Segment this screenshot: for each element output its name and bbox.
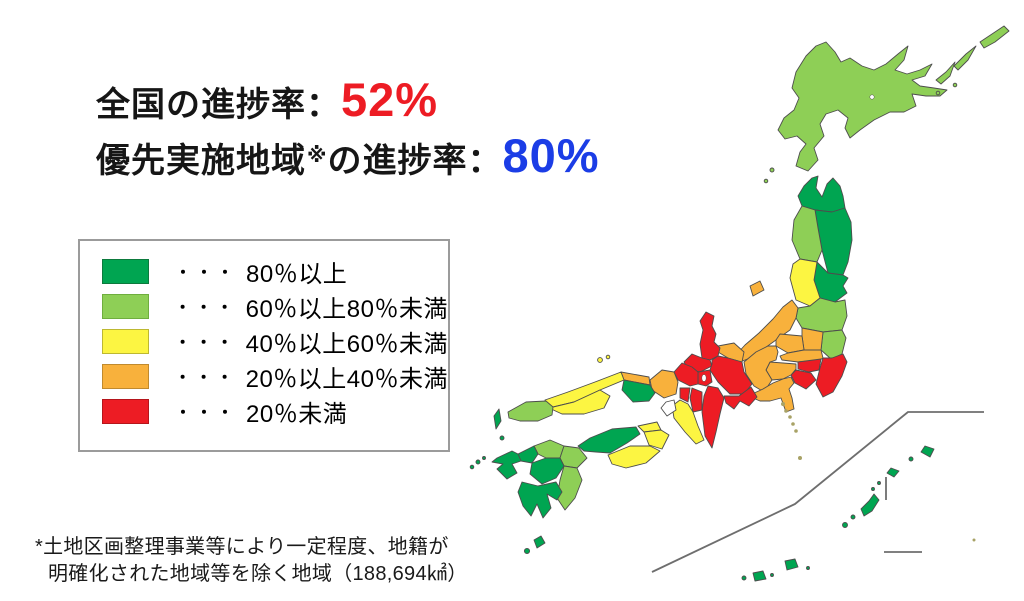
prefecture-kyoto <box>673 362 699 387</box>
priority-progress-line: 優先実施地域 ※ の進捗率： 80% <box>96 132 600 182</box>
izu-islands <box>781 402 976 542</box>
prefecture-gifu <box>709 355 753 395</box>
footnote-line2: 明確化された地域等を除く地域（188,694㎢） <box>48 563 468 585</box>
prefecture-fukuoka <box>533 439 565 459</box>
footnote-line1: *土地区画整理事業等により一定程度、地籍が <box>35 536 449 558</box>
national-progress-line: 全国の進捗率： 52% <box>96 76 600 126</box>
legend-swatch <box>102 398 149 424</box>
lake-biwa <box>701 374 707 382</box>
prefecture-nagasaki <box>469 450 522 480</box>
island-sado <box>749 280 765 297</box>
lake-hokkaido <box>869 94 875 100</box>
national-progress-value: 52% <box>341 73 439 126</box>
prefecture-aichi <box>723 386 758 410</box>
legend: ・・・ 80％以上 ・・・ 60％以上80％未満 ・・・ 40％以上60％未満 ・・・ 20％… <box>78 239 450 452</box>
prefecture-hokkaido <box>763 25 1010 184</box>
prefecture-nara <box>689 387 703 413</box>
prefecture-kumamoto <box>529 457 565 485</box>
legend-label: 40％以上60％未満 <box>245 330 448 358</box>
legend-dots: ・・・ <box>174 370 238 387</box>
prefecture-kagoshima <box>517 481 563 555</box>
reference-mark: ※ <box>307 145 327 167</box>
prefecture-okayama <box>621 379 656 403</box>
legend-row-60-80: ・・・ 60％以上80％未満 <box>102 293 448 323</box>
legend-row-20-40: ・・・ 20％以上40％未満 <box>102 363 448 393</box>
legend-swatch <box>102 258 149 284</box>
footnote: *土地区画整理事業等により一定程度、地籍が 明確化された地域等を除く地域（188… <box>35 534 468 588</box>
legend-row-<20: ・・・ 20％未満 <box>102 398 448 428</box>
legend-label: 20％未満 <box>246 400 348 428</box>
title-block: 全国の進捗率： 52% 優先実施地域 ※ の進捗率： 80% <box>96 76 600 182</box>
legend-dots: ・・・ <box>175 405 239 422</box>
prefecture-ehime <box>577 426 641 454</box>
legend-label: 80％以上 <box>246 260 348 288</box>
prefecture-chiba <box>815 353 848 398</box>
prefecture-okinawa <box>741 445 935 582</box>
island-tsushima <box>493 408 502 430</box>
legend-label: 20％以上40％未満 <box>245 365 448 393</box>
prefecture-kanagawa <box>790 369 817 390</box>
legend-dots: ・・・ <box>174 300 238 317</box>
prefecture-tokushima <box>643 429 670 450</box>
legend-swatch <box>102 293 149 319</box>
legend-label: 60％以上80％未満 <box>245 295 448 323</box>
legend-dots: ・・・ <box>174 335 238 352</box>
prefecture-miyazaki <box>556 465 583 511</box>
priority-area-label: 優先実施地域 <box>96 142 306 180</box>
prefecture-wakayama <box>671 399 705 445</box>
legend-items: ・・・ 80％以上 ・・・ 60％以上80％未満 ・・・ 40％以上60％未満 ・・・ 20％… <box>102 258 448 428</box>
prefecture-kochi <box>607 445 661 469</box>
prefecture-yamaguchi <box>507 400 554 422</box>
prefecture-osaka <box>679 387 691 403</box>
prefecture-gunma <box>775 333 805 354</box>
island-iki <box>499 435 505 441</box>
prefecture-tokyo <box>797 358 822 373</box>
inset-boundary <box>651 411 984 573</box>
legend-swatch <box>102 363 149 389</box>
prefecture-ishikawa <box>699 311 721 361</box>
legend-dots: ・・・ <box>175 265 239 282</box>
legend-swatch <box>102 328 149 354</box>
prefecture-regions <box>469 25 1010 582</box>
priority-progress-value: 80% <box>502 129 600 182</box>
national-progress-label: 全国の進捗率： <box>96 86 341 124</box>
prefecture-hiroshima <box>548 389 611 415</box>
prefecture-nagano <box>743 345 779 393</box>
legend-row-40-60: ・・・ 40％以上60％未満 <box>102 328 448 358</box>
prefecture-fukushima <box>795 297 848 333</box>
prefecture-tochigi <box>801 327 824 351</box>
priority-progress-label: の進捗率： <box>327 142 503 180</box>
island-awaji <box>660 399 677 417</box>
prefecture-mie <box>701 385 725 449</box>
legend-row-80+: ・・・ 80％以上 <box>102 258 448 288</box>
prefecture-niigata <box>734 299 799 363</box>
